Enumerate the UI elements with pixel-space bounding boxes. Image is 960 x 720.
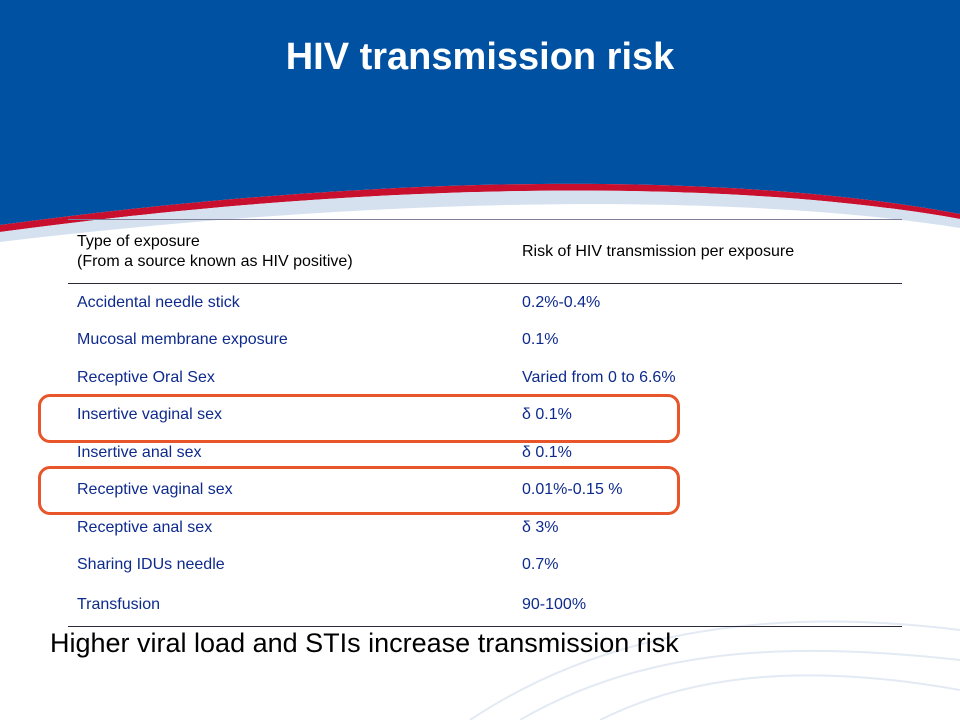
table-row: Insertive vaginal sex δ 0.1% <box>68 397 902 435</box>
exposure-cell: Accidental needle stick <box>77 293 240 311</box>
risk-cell: δ 0.1% <box>522 406 572 424</box>
risk-cell: 0.1% <box>522 331 559 349</box>
table-row: Insertive anal sex δ 0.1% <box>68 434 902 472</box>
page-title: HIV transmission risk <box>285 36 675 78</box>
header-light-swoosh <box>0 190 960 242</box>
risk-cell: 0.7% <box>522 556 559 574</box>
risk-cell: Varied from 0 to 6.6% <box>522 368 676 386</box>
table-header-row: Type of exposure (From a source known as… <box>68 219 902 284</box>
exposure-cell: Receptive vaginal sex <box>77 481 233 499</box>
table-row: Mucosal membrane exposure 0.1% <box>68 322 902 360</box>
highlight-box-receptive-vaginal-sex <box>38 466 680 515</box>
exposure-cell: Mucosal membrane exposure <box>77 331 288 349</box>
risk-cell: δ 3% <box>522 518 559 536</box>
table-row: Sharing IDUs needle 0.7% <box>68 547 902 585</box>
highlight-box-insertive-vaginal-sex <box>38 394 680 443</box>
transmission-risk-table: Type of exposure (From a source known as… <box>68 219 902 627</box>
risk-cell: 0.2%-0.4% <box>522 293 601 311</box>
risk-cell: δ 0.1% <box>522 443 572 461</box>
table-row: Receptive vaginal sex 0.01%-0.15 % <box>68 472 902 510</box>
table-row: Receptive Oral Sex Varied from 0 to 6.6% <box>68 359 902 397</box>
exposure-cell: Receptive Oral Sex <box>77 368 215 386</box>
table-row: Accidental needle stick 0.2%-0.4% <box>68 284 902 322</box>
column-header-exposure: Type of exposure (From a source known as… <box>68 219 513 284</box>
exposure-cell: Receptive anal sex <box>77 518 213 536</box>
table-row: Transfusion 90-100% <box>68 584 902 627</box>
footer-note: Higher viral load and STIs increase tran… <box>50 628 679 658</box>
exposure-cell: Transfusion <box>68 584 513 627</box>
exposure-cell: Insertive anal sex <box>77 443 202 461</box>
column-header-risk: Risk of HIV transmission per exposure <box>513 219 902 284</box>
exposure-cell: Insertive vaginal sex <box>77 406 222 424</box>
header-blue-band <box>0 0 960 225</box>
column-header-exposure-line1: Type of exposure <box>77 232 200 250</box>
exposure-cell: Sharing IDUs needle <box>77 556 225 574</box>
risk-cell: 0.01%-0.15 % <box>522 481 623 499</box>
table-row: Receptive anal sex δ 3% <box>68 509 902 547</box>
header-red-swoosh <box>0 183 960 232</box>
column-header-exposure-line2: (From a source known as HIV positive) <box>77 252 353 270</box>
risk-cell: 90-100% <box>513 584 902 627</box>
